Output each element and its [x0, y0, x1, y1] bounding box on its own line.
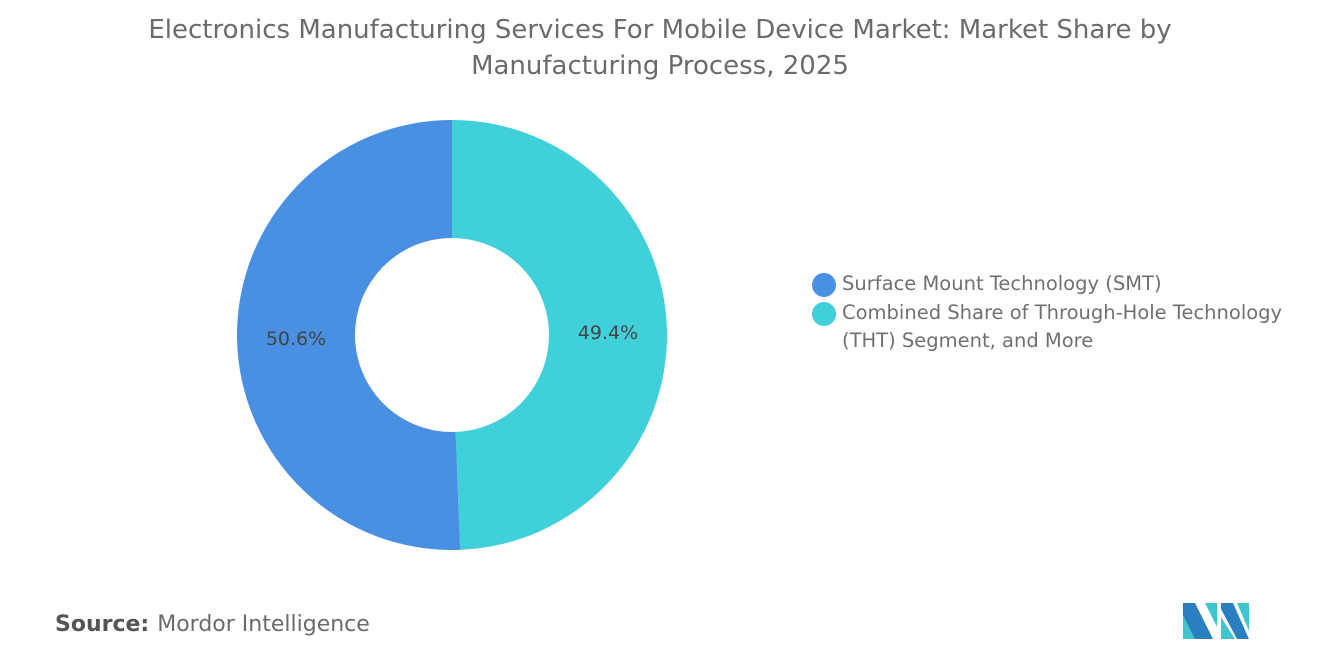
slice-label-0: 49.4% [578, 322, 638, 344]
slice-label-1: 50.6% [266, 328, 326, 350]
slice-1 [237, 120, 461, 550]
slice-0 [452, 120, 668, 550]
mordor-logo [1183, 603, 1249, 639]
legend-swatch-smt [812, 273, 836, 297]
chart-title: Electronics Manufacturing Services For M… [148, 15, 1172, 81]
source-label: Source: [55, 612, 150, 637]
source-value: Mordor Intelligence [157, 612, 370, 637]
source-note: Source: Mordor Intelligence [55, 612, 370, 637]
legend-label: Combined Share of Through-Hole Technolog… [842, 301, 1283, 352]
donut-chart: 49.4% 50.6% [237, 120, 668, 550]
legend-label: Surface Mount Technology (SMT) [842, 272, 1162, 295]
legend-item: Combined Share of Through-Hole Technolog… [812, 299, 1312, 355]
legend-swatch-tht [812, 302, 836, 326]
legend-item: Surface Mount Technology (SMT) [812, 270, 1312, 298]
legend: Surface Mount Technology (SMT) Combined … [812, 270, 1312, 356]
